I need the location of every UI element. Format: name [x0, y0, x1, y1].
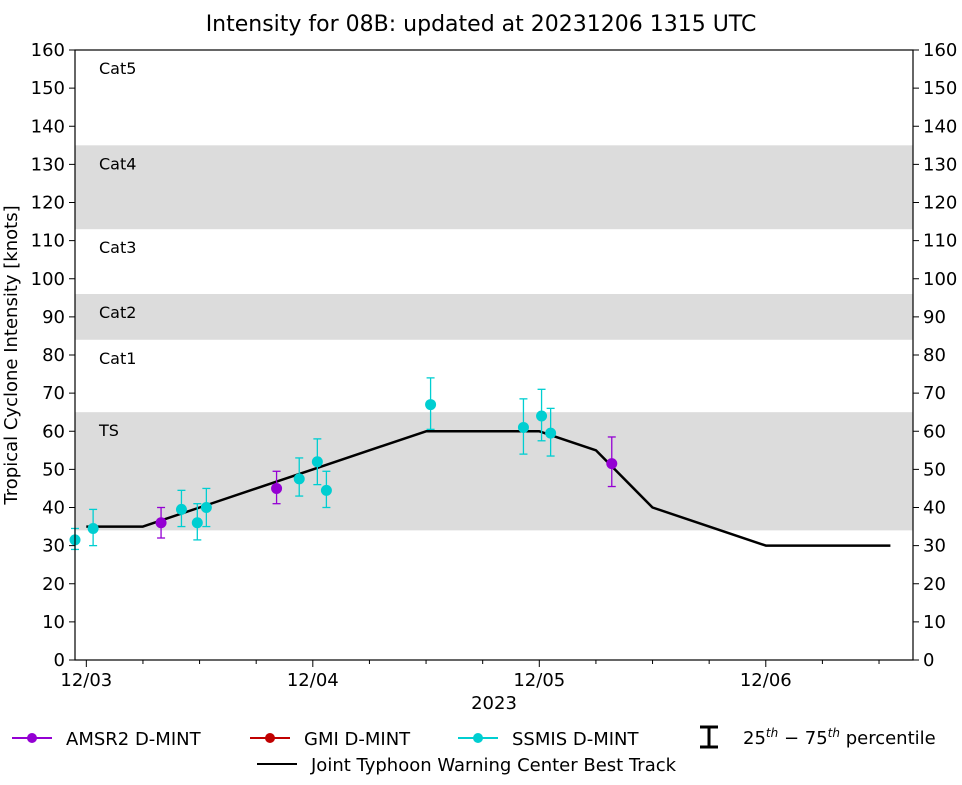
y-tick-label-left: 50 [42, 459, 65, 480]
legend-label-best-track: Joint Typhoon Warning Center Best Track [310, 755, 677, 776]
category-label-cat2: Cat2 [99, 303, 136, 322]
y-tick-label-left: 10 [42, 612, 65, 633]
category-band-cat4 [75, 145, 913, 230]
category-band-labels: TS Cat1 Cat2 Cat3 Cat4 Cat5 [98, 59, 136, 440]
y-tick-label-right: 30 [923, 536, 946, 557]
series-ssmis [69, 377, 557, 551]
ssmis-point [320, 484, 332, 496]
ssmis-point [311, 456, 323, 468]
category-label-cat5: Cat5 [99, 59, 136, 78]
category-label-cat4: Cat4 [99, 154, 136, 173]
y-tick-label-right: 110 [923, 231, 957, 252]
category-band-ts [75, 412, 913, 531]
y-tick-label-right: 150 [923, 78, 957, 99]
legend-label-amsr2: AMSR2 D-MINT [66, 729, 202, 750]
y-tick-label-right: 50 [923, 459, 946, 480]
y-tick-label-right: 160 [923, 40, 957, 61]
y-tick-label-right: 10 [923, 612, 946, 633]
y-tick-label-left: 150 [31, 78, 65, 99]
legend-entry-ssmis: SSMIS D-MINT [458, 729, 639, 750]
legend-label-gmi: GMI D-MINT [304, 729, 411, 750]
category-label-cat1: Cat1 [99, 349, 136, 368]
amsr2-point [606, 458, 618, 470]
ssmis-point [87, 522, 99, 534]
y-tick-label-left: 30 [42, 536, 65, 557]
y-tick-label-left: 0 [54, 650, 65, 671]
y-tick-label-right: 80 [923, 345, 946, 366]
y-tick-label-right: 0 [923, 650, 934, 671]
y-tick-label-left: 40 [42, 498, 65, 519]
y-axis-left: 0 10 20 30 40 50 60 70 80 90 100 110 120 130 140 150 160 [31, 40, 75, 671]
y-tick-label-right: 100 [923, 269, 957, 290]
y-tick-label-left: 20 [42, 574, 65, 595]
ssmis-point [175, 503, 187, 515]
ssmis-point [191, 517, 203, 529]
y-tick-label-left: 60 [42, 421, 65, 442]
legend-swatch-marker [27, 733, 37, 743]
category-bands [75, 145, 913, 531]
percentile-mid: − 75 [778, 728, 827, 749]
category-label-cat3: Cat3 [99, 238, 136, 257]
percentile-sup-2: th [828, 726, 840, 740]
legend-label-percentile: 25th − 75th percentile [743, 726, 936, 749]
y-axis-right: 0 10 20 30 40 50 60 70 80 90 100 110 120 130 140 150 160 [913, 40, 957, 671]
category-band-cat2 [75, 294, 913, 340]
y-tick-label-right: 70 [923, 383, 946, 404]
x-axis: 12/03 12/04 12/05 12/06 [60, 660, 880, 691]
y-tick-label-left: 100 [31, 269, 65, 290]
legend-entry-gmi: GMI D-MINT [250, 729, 411, 750]
x-axis-label: 2023 [471, 693, 517, 714]
y-tick-label-left: 120 [31, 193, 65, 214]
x-tick-label: 12/03 [60, 670, 112, 691]
legend-entry-amsr2: AMSR2 D-MINT [12, 729, 202, 750]
y-tick-label-right: 40 [923, 498, 946, 519]
y-tick-label-right: 20 [923, 574, 946, 595]
x-tick-label: 12/06 [740, 670, 792, 691]
y-tick-label-right: 140 [923, 116, 957, 137]
ssmis-point [536, 410, 548, 422]
best-track-layer [86, 430, 891, 547]
category-label-ts: TS [98, 421, 119, 440]
y-tick-label-right: 120 [923, 193, 957, 214]
series-amsr2 [155, 436, 618, 539]
legend-swatch-marker [265, 733, 275, 743]
y-axis-label: Tropical Cyclone Intensity [knots] [1, 205, 22, 505]
percentile-low: 25 [743, 728, 766, 749]
y-tick-label-right: 90 [923, 307, 946, 328]
y-tick-label-left: 160 [31, 40, 65, 61]
legend-entry-best-track: Joint Typhoon Warning Center Best Track [257, 755, 677, 776]
y-tick-label-left: 130 [31, 154, 65, 175]
y-tick-label-left: 70 [42, 383, 65, 404]
ssmis-point [425, 399, 437, 411]
legend-swatch-marker [473, 733, 483, 743]
ssmis-point [517, 421, 529, 433]
percentile-tail: percentile [840, 728, 936, 749]
legend-entry-percentile: 25th − 75th percentile [700, 725, 936, 749]
ssmis-point [545, 427, 557, 439]
legend: AMSR2 D-MINT GMI D-MINT SSMIS D-MINT 25t… [12, 725, 936, 776]
best-track-line [86, 430, 891, 547]
ssmis-point [200, 502, 212, 513]
x-tick-label: 12/05 [513, 670, 565, 691]
amsr2-point [271, 482, 283, 494]
y-tick-label-right: 60 [923, 421, 946, 442]
amsr2-point [155, 517, 167, 529]
observation-layer [69, 377, 618, 551]
y-tick-label-left: 90 [42, 307, 65, 328]
y-tick-label-right: 130 [923, 154, 957, 175]
y-tick-label-left: 80 [42, 345, 65, 366]
y-tick-label-left: 110 [31, 231, 65, 252]
legend-label-ssmis: SSMIS D-MINT [512, 729, 639, 750]
percentile-sup-1: th [766, 726, 778, 740]
x-tick-label: 12/04 [287, 670, 339, 691]
ssmis-point [293, 473, 305, 485]
chart-title: Intensity for 08B: updated at 20231206 1… [206, 12, 757, 37]
y-tick-label-left: 140 [31, 116, 65, 137]
